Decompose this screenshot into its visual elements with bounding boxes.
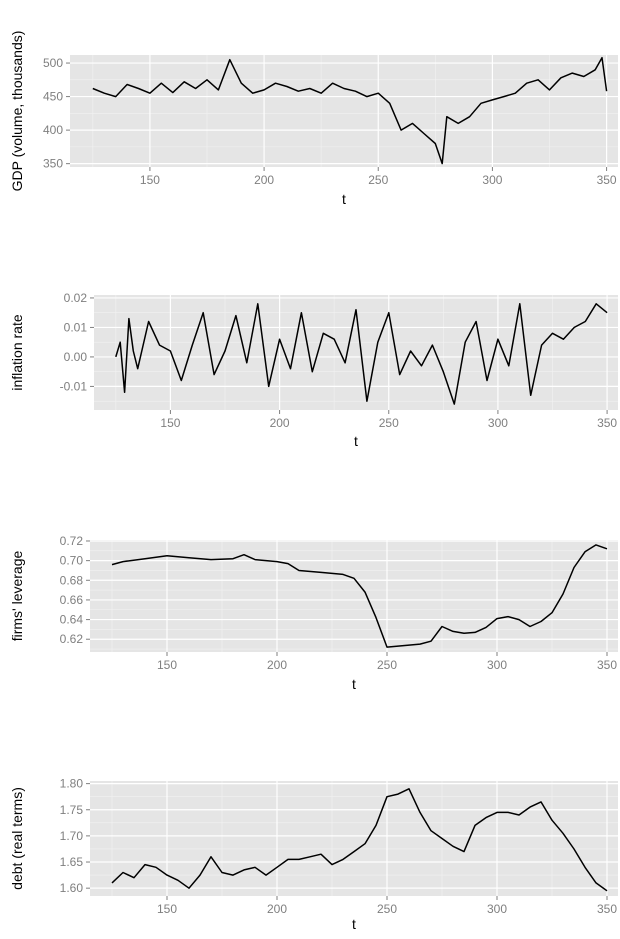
gdp-series-line: [92, 56, 608, 165]
inflation-x-tick-label: 300: [488, 416, 508, 430]
inflation-x-tick-label: 350: [597, 416, 617, 430]
inflation-x-axis-title: t: [354, 433, 358, 449]
gdp-x-tick-label: 250: [368, 173, 388, 187]
debt-y-tick-label: 1.75: [60, 803, 84, 817]
inflation-y-axis-title: inflation rate: [9, 314, 25, 390]
debt-x-axis-title: t: [352, 916, 356, 932]
leverage-series-line: [111, 544, 608, 648]
inflation-x-tick-label: 200: [270, 416, 290, 430]
debt-y-tick-label: 1.65: [60, 855, 84, 869]
gdp-x-tick-label: 150: [140, 173, 160, 187]
gdp-x-tick-label: 200: [254, 173, 274, 187]
leverage-x-tick-label: 150: [157, 658, 177, 672]
debt-y-axis-title: debt (real terms): [9, 787, 25, 890]
gdp-y-tick-label: 350: [43, 157, 63, 171]
leverage-y-tick-label: 0.62: [60, 632, 84, 646]
leverage-plot-background: [90, 540, 618, 652]
debt-x-tick-label: 250: [377, 902, 397, 916]
debt-x-tick-label: 200: [267, 902, 287, 916]
gdp-x-tick-label: 350: [597, 173, 617, 187]
inflation-x-tick-label: 150: [160, 416, 180, 430]
debt-x-tick-label: 300: [487, 902, 507, 916]
gdp-panel: 150 200 250 300 350 350 400 450 500 t GDP (volume,…: [9, 31, 618, 207]
inflation-series-line: [115, 303, 608, 405]
leverage-y-tick-label: 0.66: [60, 593, 84, 607]
leverage-y-axis-title: firms' leverage: [9, 550, 25, 641]
debt-y-tick-label: 1.60: [60, 881, 84, 895]
inflation-y-tick-label: 0.00: [64, 350, 88, 364]
leverage-x-tick-label: 250: [377, 658, 397, 672]
debt-panel: 150 200 250 300 350 1.60 1.65 1.70 1.75 1.80 t debt…: [9, 777, 618, 932]
gdp-y-tick-label: 500: [43, 56, 63, 70]
leverage-x-tick-label: 300: [487, 658, 507, 672]
inflation-panel: 150 200 250 300 350 -0.01 0.00 0.01 0.02 t inflati…: [9, 291, 618, 449]
leverage-y-tick-label: 0.64: [60, 613, 84, 627]
gdp-y-tick-label: 400: [43, 123, 63, 137]
gdp-y-axis-title: GDP (volume, thousands): [9, 31, 25, 192]
debt-y-tick-label: 1.70: [60, 829, 84, 843]
leverage-panel: 150 200 250 300 350 0.62 0.64 0.66 0.68 0.70 0.72 t…: [9, 534, 618, 692]
leverage-y-tick-label: 0.68: [60, 573, 84, 587]
inflation-y-tick-label: 0.02: [64, 291, 88, 305]
leverage-y-tick-label: 0.72: [60, 534, 84, 548]
leverage-x-tick-label: 200: [267, 658, 287, 672]
gdp-y-tick-label: 450: [43, 90, 63, 104]
gdp-x-axis-title: t: [342, 191, 346, 207]
gdp-x-tick-label: 300: [482, 173, 502, 187]
leverage-x-axis-title: t: [352, 676, 356, 692]
debt-x-tick-label: 150: [157, 902, 177, 916]
inflation-y-tick-label: 0.01: [64, 320, 88, 334]
inflation-y-tick-label: -0.01: [60, 379, 88, 393]
debt-x-tick-label: 350: [597, 902, 617, 916]
gdp-plot-background: [70, 55, 618, 167]
debt-series-line: [111, 788, 608, 892]
leverage-y-tick-label: 0.70: [60, 554, 84, 568]
debt-y-tick-label: 1.80: [60, 777, 84, 791]
debt-plot-background: [90, 781, 618, 896]
leverage-x-tick-label: 350: [597, 658, 617, 672]
inflation-x-tick-label: 250: [379, 416, 399, 430]
